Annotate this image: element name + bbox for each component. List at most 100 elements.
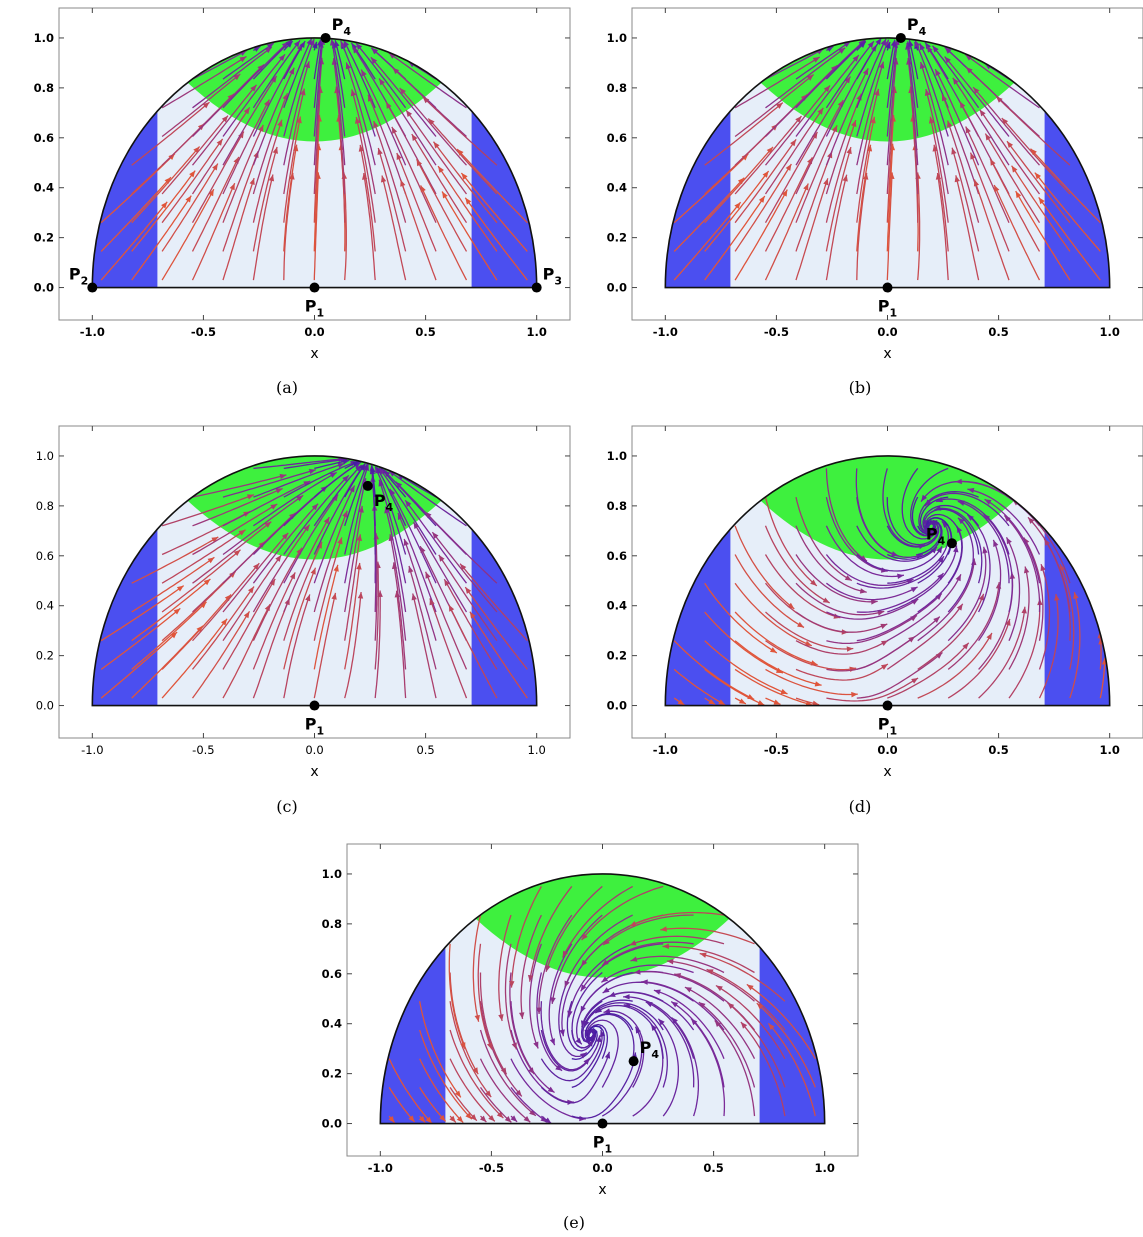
streamline-arrow (296, 495, 304, 502)
streamline (933, 144, 949, 252)
streamline (630, 955, 725, 974)
streamline-arrow (472, 1067, 479, 1075)
streamline-arrow (350, 89, 357, 97)
streamline-arrow (282, 93, 288, 101)
streamline-arrow (583, 1058, 590, 1065)
streamline (978, 539, 1002, 642)
streamline (825, 468, 868, 562)
streamline (715, 984, 786, 1060)
streamline (825, 93, 863, 195)
streamline (100, 607, 181, 670)
streamline (594, 1004, 664, 1059)
streamline (192, 521, 272, 584)
streamline-arrow (810, 579, 817, 586)
streamline-arrow (536, 1007, 542, 1014)
fixed-point (946, 538, 957, 549)
streamline (764, 554, 841, 619)
streamline (1030, 148, 1101, 224)
streamline (951, 147, 980, 252)
streamline (917, 558, 975, 642)
y-tick-label: 0.6 (36, 549, 54, 563)
streamline (334, 39, 346, 80)
streamline-arrow (822, 597, 830, 603)
y-tick-label: 1.0 (607, 31, 627, 45)
streamline (460, 172, 528, 252)
streamline (330, 38, 346, 137)
streamline (566, 1001, 597, 1052)
streamline (601, 1026, 643, 1117)
streamline-arrow (523, 1115, 531, 1123)
streamline (944, 56, 1010, 137)
streamline-arrow (238, 529, 246, 536)
streamline-arrow (1015, 191, 1022, 199)
streamline-arrow (737, 177, 745, 185)
streamline (629, 911, 725, 927)
streamline-arrow (300, 88, 306, 96)
streamline-arrow (392, 67, 400, 75)
streamline (564, 914, 633, 988)
streamline (344, 477, 367, 584)
x-tick-label: 0.0 (877, 325, 897, 339)
streamline-arrow (629, 921, 637, 927)
streamline (252, 547, 303, 641)
y-tick-label: 0.0 (36, 699, 54, 713)
streamline-arrow (413, 522, 420, 529)
streamline (472, 914, 482, 1022)
streamline (384, 506, 407, 613)
streamline-arrow (429, 598, 435, 606)
streamline-arrow (797, 621, 805, 628)
fixed-point-subscript: 1 (890, 307, 898, 320)
y-tick-label: 0.6 (34, 131, 54, 145)
x-tick-label: 0.5 (415, 325, 435, 339)
streamline (252, 524, 311, 613)
streamline-arrow (699, 952, 707, 958)
streamline (673, 177, 745, 252)
streamline-arrow (877, 610, 885, 616)
streamline (965, 54, 1040, 109)
streamline (222, 99, 270, 195)
streamline (704, 668, 765, 706)
streamline (252, 146, 278, 252)
streamline-arrow (851, 120, 857, 128)
streamline (192, 49, 248, 80)
streamline (540, 1051, 611, 1104)
streamline-arrow (562, 950, 568, 958)
streamline-arrow (581, 959, 588, 967)
streamline-arrow (461, 172, 468, 180)
streamline-arrow (935, 69, 941, 77)
streamline (673, 201, 742, 281)
streamline (923, 508, 980, 555)
streamline-arrow (823, 178, 829, 186)
streamline (1038, 197, 1101, 281)
y-tick-label: 0.0 (322, 1117, 342, 1131)
streamline-arrow (199, 601, 207, 609)
streamline-arrow (1004, 515, 1011, 522)
x-tick-label: 0.0 (877, 743, 897, 757)
boundary (379, 873, 826, 1125)
fixed-point (882, 700, 893, 711)
streamline-arrow (296, 116, 302, 124)
streamline-arrow (1021, 606, 1027, 614)
streamline (623, 996, 695, 1059)
streamline (608, 991, 695, 1031)
boundary (91, 455, 538, 707)
phantom-region-left (665, 455, 731, 706)
streamline (191, 131, 245, 224)
streamline (795, 39, 866, 109)
fixed-point-label: P2 (69, 265, 88, 288)
streamline-arrow (316, 39, 323, 47)
fixed-point-label: P1 (878, 715, 897, 738)
streamline (529, 943, 543, 1049)
streamline (764, 183, 809, 281)
y-tick-label: 0.6 (607, 549, 627, 563)
streamline-arrow (266, 43, 274, 50)
streamline (538, 914, 573, 1015)
streamline (989, 158, 1041, 252)
streamline (388, 52, 467, 109)
fixed-point (320, 32, 331, 43)
streamline (1006, 140, 1071, 224)
streamline (825, 496, 888, 572)
streamline-arrow (817, 107, 824, 115)
streamline-arrow (224, 594, 232, 602)
streamline-arrow (890, 39, 897, 47)
